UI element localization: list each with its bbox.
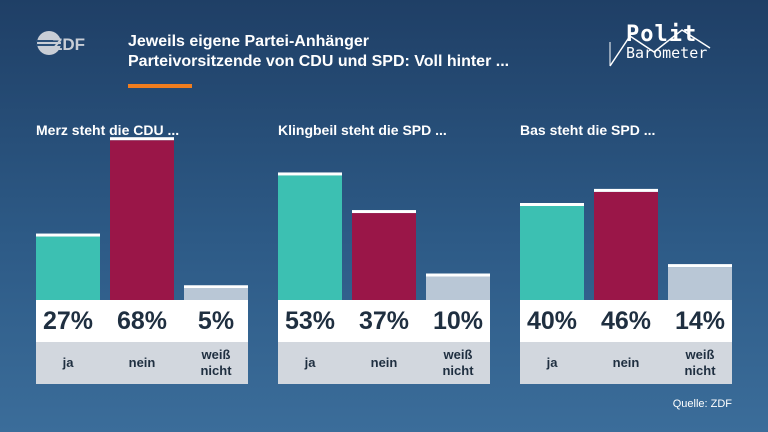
bar-cap-bas-weiss-nicht bbox=[668, 264, 732, 268]
bar-cap-merz-weiss-nicht bbox=[184, 285, 248, 289]
bar-klingbeil-weiss-nicht bbox=[426, 276, 490, 300]
bar-cap-bas-ja bbox=[520, 203, 584, 206]
bar-cap-klingbeil-nein bbox=[352, 210, 416, 214]
value-label-klingbeil-ja: 53% bbox=[284, 307, 336, 335]
page-title: Jeweils eigene Partei-Anhänger Parteivor… bbox=[128, 32, 509, 72]
bar-bas-nein bbox=[594, 191, 658, 300]
source-note: Quelle: ZDF bbox=[672, 398, 732, 410]
accent-underline bbox=[128, 84, 192, 88]
politbarometer-logo: Polit Barometer bbox=[604, 22, 728, 74]
group-title-bas: Bas steht die SPD ... bbox=[520, 122, 656, 138]
category-label-bas-nein: nein bbox=[612, 355, 640, 370]
bar-merz-nein bbox=[110, 140, 174, 300]
title-line-1: Jeweils eigene Partei-Anhänger bbox=[128, 33, 369, 50]
bar-merz-ja bbox=[36, 236, 100, 300]
category-label-klingbeil-nein: nein bbox=[370, 355, 398, 370]
zdf-logo-text: ZDF bbox=[52, 35, 85, 54]
category-row-klingbeil bbox=[278, 342, 490, 384]
category-label-bas-weiss-nicht: weiß nicht bbox=[684, 347, 716, 378]
value-row-merz bbox=[36, 300, 248, 342]
value-label-klingbeil-nein: 37% bbox=[358, 307, 410, 335]
bar-merz-weiss-nicht bbox=[184, 288, 248, 300]
bar-cap-bas-nein bbox=[594, 188, 658, 192]
value-label-merz-ja: 27% bbox=[42, 307, 94, 335]
category-label-merz-weiss-nicht: weiß nicht bbox=[200, 347, 232, 378]
value-row-bas bbox=[520, 300, 732, 342]
bar-klingbeil-nein bbox=[352, 213, 416, 300]
zdf-logo: ZDF bbox=[36, 31, 85, 55]
category-label-merz-nein: nein bbox=[128, 355, 156, 370]
value-label-bas-weiss-nicht: 14% bbox=[674, 307, 726, 335]
politbarometer-graph-icon bbox=[609, 29, 711, 67]
value-label-merz-weiss-nicht: 5% bbox=[197, 307, 235, 335]
bar-bas-ja bbox=[520, 206, 584, 300]
category-label-bas-ja: ja bbox=[546, 355, 558, 370]
value-label-merz-nein: 68% bbox=[116, 307, 168, 335]
group-title-merz: Merz steht die CDU ... bbox=[36, 122, 180, 138]
category-label-klingbeil-ja: ja bbox=[304, 355, 316, 370]
category-label-klingbeil-weiss-nicht: weiß nicht bbox=[442, 347, 474, 378]
bar-cap-merz-nein bbox=[110, 137, 174, 141]
category-row-bas bbox=[520, 342, 732, 384]
title-line-2: Parteivorsitzende von CDU und SPD: Voll … bbox=[128, 53, 510, 70]
bar-bas-weiss-nicht bbox=[668, 267, 732, 300]
value-label-bas-ja: 40% bbox=[526, 307, 578, 335]
category-label-merz-ja: ja bbox=[62, 355, 74, 370]
category-row-merz bbox=[36, 342, 248, 384]
bar-cap-merz-ja bbox=[36, 233, 100, 237]
bar-cap-klingbeil-weiss-nicht bbox=[426, 273, 490, 277]
bar-klingbeil-ja bbox=[278, 175, 342, 300]
bar-cap-klingbeil-ja bbox=[278, 172, 342, 176]
barometer-text: Barometer bbox=[626, 44, 708, 62]
group-title-klingbeil: Klingbeil steht die SPD ... bbox=[278, 122, 447, 138]
value-label-klingbeil-weiss-nicht: 10% bbox=[432, 307, 484, 335]
value-row-klingbeil bbox=[278, 300, 490, 342]
polit-text: Polit bbox=[626, 22, 698, 47]
value-label-bas-nein: 46% bbox=[600, 307, 652, 335]
